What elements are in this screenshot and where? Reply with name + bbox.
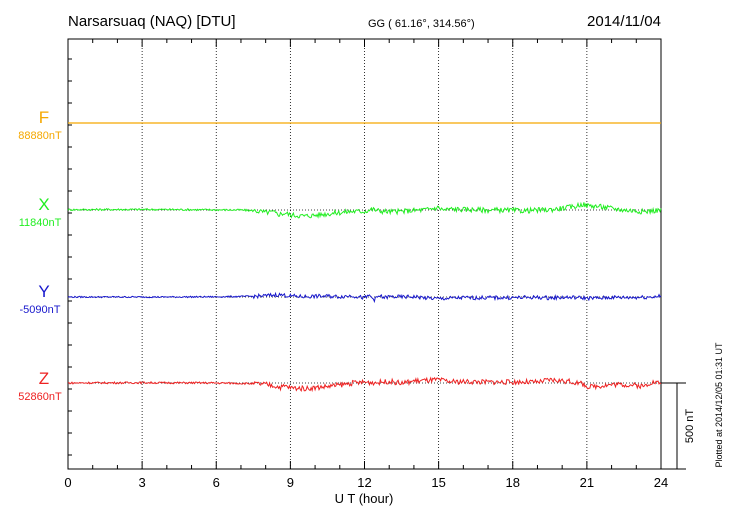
- scale-bar-label: 500 nT: [684, 409, 696, 444]
- x-tick-label: 3: [139, 475, 146, 490]
- series-baseline-value-F: 88880nT: [18, 130, 62, 142]
- series-name-X: X: [38, 195, 49, 214]
- series-baseline-value-Y: -5090nT: [20, 304, 61, 316]
- scale-bar: 500 nT: [661, 382, 696, 470]
- series-line-Z: [67, 376, 662, 393]
- x-tick-label: 21: [580, 475, 594, 490]
- x-tick-label: 12: [357, 475, 371, 490]
- x-tick-label: 6: [213, 475, 220, 490]
- series-baseline-value-Z: 52860nT: [18, 391, 62, 403]
- series-name-F: F: [39, 108, 49, 127]
- x-tick-label: 9: [287, 475, 294, 490]
- series-line-X: [67, 201, 662, 219]
- left-minor-ticks: [68, 58, 72, 456]
- series-baseline-value-X: 11840nT: [19, 217, 62, 229]
- series-name-Y: Y: [38, 282, 49, 301]
- x-tick-label: 15: [431, 475, 445, 490]
- station-title: Narsarsuaq (NAQ) [DTU]: [68, 13, 236, 30]
- x-tick-label: 24: [654, 475, 668, 490]
- series-line-Y: [67, 291, 662, 304]
- plot-frame: [67, 38, 662, 470]
- chart-date: 2014/11/04: [587, 13, 661, 30]
- x-axis-title: U T (hour): [335, 491, 394, 506]
- series-lines: [67, 122, 662, 393]
- series-labels: F 88880nT X 11840nT Y -5090nT Z 52860nT: [18, 108, 62, 403]
- station-coords: GG ( 61.16°, 314.56°): [368, 18, 475, 30]
- x-tick-label: 0: [64, 475, 71, 490]
- series-name-Z: Z: [39, 369, 49, 388]
- x-axis: 0 3 6 9 12 15 18 21 24: [64, 39, 668, 490]
- vertical-grid: [141, 39, 588, 469]
- x-tick-label: 18: [506, 475, 520, 490]
- plotted-note: Plotted at 2014/12/05 01:31 UT: [714, 342, 724, 468]
